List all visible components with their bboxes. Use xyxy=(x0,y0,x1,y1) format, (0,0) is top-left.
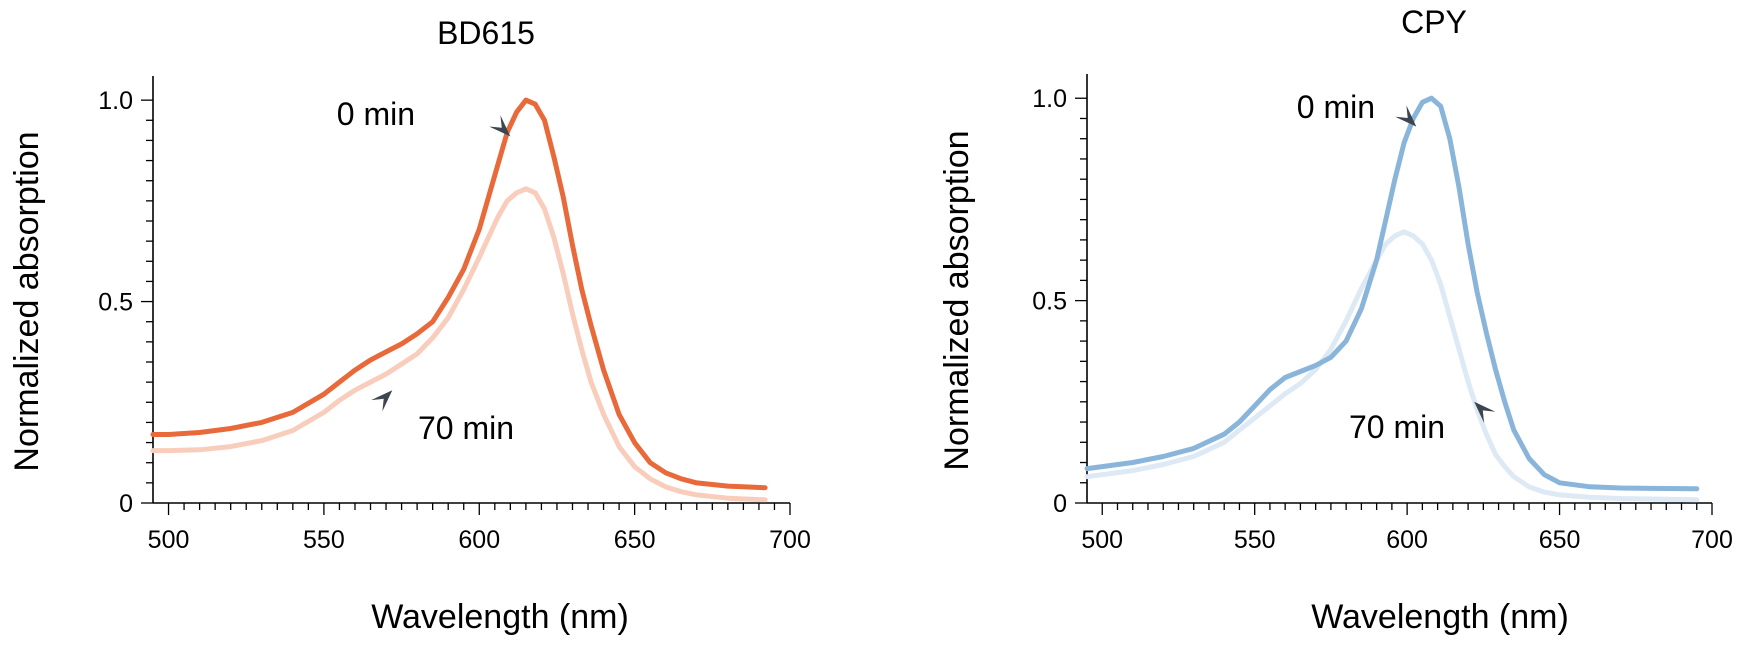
chart2-x-tick-label: 700 xyxy=(1691,526,1733,554)
chart1-x-tick-label: 600 xyxy=(458,526,500,554)
chart2-annotation-label: 70 min xyxy=(1349,409,1445,445)
chart1-annotation-label: 0 min xyxy=(337,96,415,132)
chart2-y-tick-label: 0.5 xyxy=(1032,288,1067,316)
chart1-series-70-min xyxy=(150,186,768,503)
chart2-annotation-arrow xyxy=(1395,105,1417,127)
chart1-annotation-arrow xyxy=(489,115,511,137)
chart1-x-tick-label: 550 xyxy=(303,526,345,554)
chart1-annotation-label: 70 min xyxy=(418,410,514,446)
chart2-y-tick-label: 1.0 xyxy=(1032,85,1067,113)
chart1-title: BD615 xyxy=(437,15,535,51)
chart1-annotation-arrow xyxy=(371,390,393,412)
chart2-x-tick-label: 650 xyxy=(1539,526,1581,554)
chart1-x-axis-title: Wavelength (nm) xyxy=(371,598,629,636)
chart2-x-tick-label: 600 xyxy=(1386,526,1428,554)
chart2-annotation-label: 0 min xyxy=(1297,89,1375,125)
chart1-y-axis-title: Normalized absorption xyxy=(8,131,46,471)
chart1-y-tick-label: 1.0 xyxy=(98,87,133,115)
chart2-x-tick-label: 500 xyxy=(1081,526,1123,554)
chart1-series-0-min xyxy=(150,97,768,491)
chart2-series-70-min xyxy=(1084,229,1700,503)
chart1-x-tick-label: 650 xyxy=(614,526,656,554)
chart2-annotation-arrow xyxy=(1474,401,1496,423)
chart2-x-tick-label: 550 xyxy=(1234,526,1276,554)
chart1-y-tick-label: 0 xyxy=(119,490,133,518)
chart1-x-tick-label: 500 xyxy=(148,526,190,554)
chart1-x-tick-label: 700 xyxy=(769,526,811,554)
chart2-x-axis-title: Wavelength (nm) xyxy=(1311,598,1569,636)
chart2-y-tick-label: 0 xyxy=(1053,490,1067,518)
chart2-title: CPY xyxy=(1401,4,1467,40)
chart2-series-0-min xyxy=(1084,95,1700,492)
chart2-y-axis-title: Normalized absorption xyxy=(938,130,976,470)
chart1-y-tick-label: 0.5 xyxy=(98,289,133,317)
